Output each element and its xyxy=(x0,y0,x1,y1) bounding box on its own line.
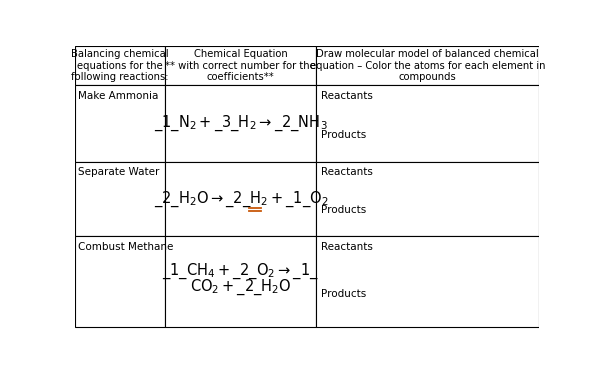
Bar xyxy=(75,236,165,327)
Bar xyxy=(165,236,316,327)
Text: Combust Methane: Combust Methane xyxy=(78,242,174,252)
Text: Draw molecular model of balanced chemical
equation – Color the atoms for each el: Draw molecular model of balanced chemica… xyxy=(310,49,546,82)
Bar xyxy=(165,85,316,162)
Text: Chemical Equation
** with correct number for the
coefficients**: Chemical Equation ** with correct number… xyxy=(165,49,316,82)
Text: Reactants: Reactants xyxy=(321,91,373,101)
Bar xyxy=(316,162,539,236)
Text: Products: Products xyxy=(321,289,366,299)
Text: $\mathsf{CO_2 + \_2\_ H_2O}$: $\mathsf{CO_2 + \_2\_ H_2O}$ xyxy=(190,278,292,298)
Text: Balancing chemical
equations for the
following reactions:: Balancing chemical equations for the fol… xyxy=(71,49,169,82)
Text: $\mathsf{\_1\_ N_2 + \_3\_ H_2 \rightarrow \_2\_ NH_3}$: $\mathsf{\_1\_ N_2 + \_3\_ H_2 \rightarr… xyxy=(154,114,328,133)
Text: $\mathsf{\_1\_ CH_4 + \_2\_ O_2 \rightarrow \_1\_}$: $\mathsf{\_1\_ CH_4 + \_2\_ O_2 \rightar… xyxy=(162,262,319,281)
Text: Separate Water: Separate Water xyxy=(78,167,159,177)
Bar xyxy=(316,236,539,327)
Text: Products: Products xyxy=(321,205,366,215)
Bar xyxy=(75,85,165,162)
Text: Reactants: Reactants xyxy=(321,242,373,252)
Text: $\mathsf{\_2\_ H_2O \rightarrow \_2\_ H_2 + \_1\_ O_2}$: $\mathsf{\_2\_ H_2O \rightarrow \_2\_ H_… xyxy=(153,189,328,209)
Bar xyxy=(316,46,539,85)
Text: Reactants: Reactants xyxy=(321,167,373,177)
Bar xyxy=(316,85,539,162)
Bar xyxy=(165,46,316,85)
Text: Make Ammonia: Make Ammonia xyxy=(78,91,159,101)
Bar xyxy=(75,162,165,236)
Bar xyxy=(165,162,316,236)
Text: Products: Products xyxy=(321,130,366,139)
Bar xyxy=(75,46,165,85)
